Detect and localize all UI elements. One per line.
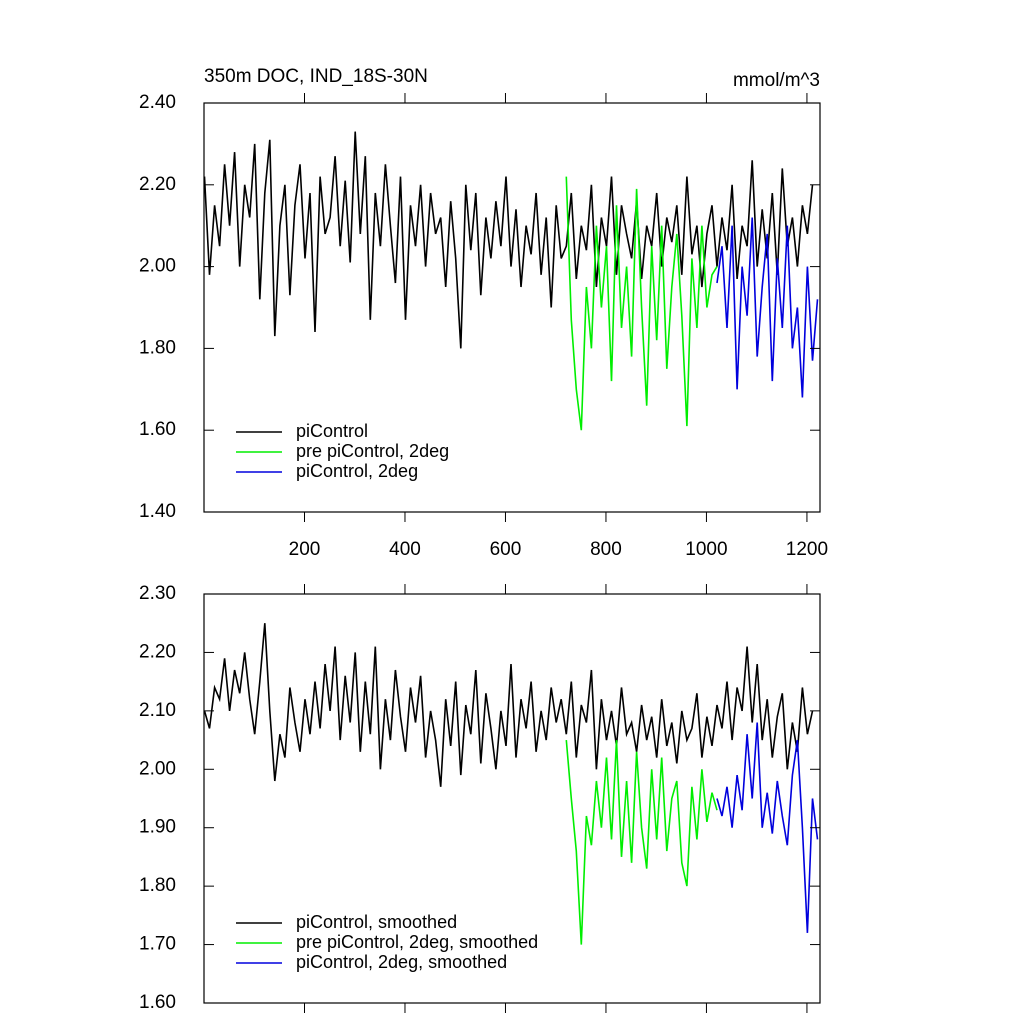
legend-label: piControl, 2deg <box>296 461 418 481</box>
legend-label: piControl, smoothed <box>296 912 457 932</box>
panel: 1.60 1.70 1.80 1.90 2.00 2.10 2.20 2.30 piContro… <box>139 583 821 1013</box>
series-line <box>203 131 814 349</box>
y-tick-label: 2.40 <box>139 92 176 113</box>
x-tick-label: 200 <box>289 539 321 560</box>
legend-label: pre piControl, 2deg <box>296 441 449 461</box>
x-tick-label: 800 <box>590 539 622 560</box>
series-line <box>565 740 718 945</box>
y-tick-label: 1.80 <box>139 875 176 896</box>
y-tick-label: 1.80 <box>139 337 176 358</box>
y-tick-label: 2.10 <box>139 700 176 721</box>
plot-frame <box>203 102 821 513</box>
x-tick-label: 1000 <box>685 539 727 560</box>
series-line <box>203 623 814 787</box>
panel: 350m DOC, IND_18S-30N mmol/m^3 1.40 1.60 1.8… <box>139 66 828 560</box>
y-tick-label: 1.60 <box>139 419 176 440</box>
plot-frame <box>203 593 821 1004</box>
y-tick-label: 1.40 <box>139 501 176 522</box>
legend-label: piControl <box>296 421 368 441</box>
legend-label: pre piControl, 2deg, smoothed <box>296 932 538 952</box>
y-tick-label: 1.60 <box>139 992 176 1013</box>
y-tick-label: 2.00 <box>139 256 176 277</box>
y-tick-label: 2.30 <box>139 583 176 604</box>
y-tick-label: 2.20 <box>139 641 176 662</box>
x-tick-label: 1200 <box>786 539 828 560</box>
series-line <box>716 217 819 398</box>
y-tick-label: 2.20 <box>139 174 176 195</box>
y-tick-label: 2.00 <box>139 758 176 779</box>
x-tick-label: 400 <box>389 539 421 560</box>
legend-label: piControl, 2deg, smoothed <box>296 952 507 972</box>
series-line <box>716 722 819 933</box>
y-tick-label: 1.70 <box>139 934 176 955</box>
chart-title: 350m DOC, IND_18S-30N <box>204 66 428 87</box>
series-line <box>565 176 718 431</box>
x-tick-label: 600 <box>490 539 522 560</box>
y-tick-label: 1.90 <box>139 817 176 838</box>
units-label: mmol/m^3 <box>733 70 820 91</box>
